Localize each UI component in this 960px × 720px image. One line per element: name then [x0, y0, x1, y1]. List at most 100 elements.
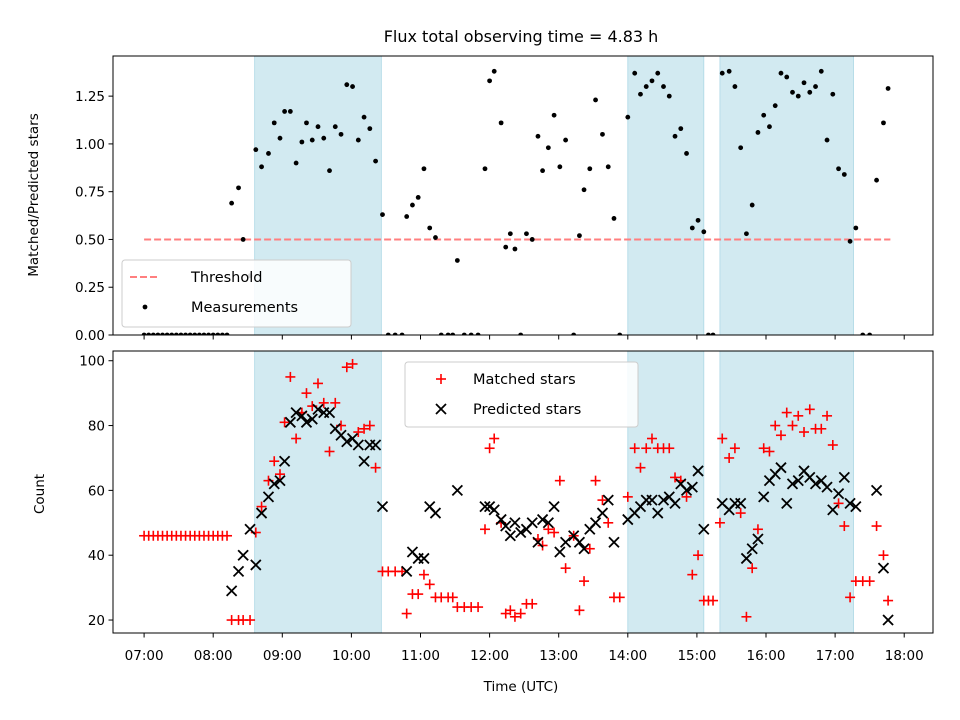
x-marker-b [526, 517, 538, 529]
x-marker-b [573, 536, 586, 548]
plot-area [139, 358, 894, 626]
measurement-point [299, 139, 305, 145]
predicted-stars-point [358, 455, 370, 467]
measurement-point [344, 82, 350, 88]
measurement-point [338, 131, 344, 137]
predicted-stars-point [300, 416, 313, 428]
x-marker-b [758, 491, 770, 503]
x-marker-b [504, 530, 516, 542]
x-marker-b [435, 403, 447, 415]
matched-stars-point [747, 563, 758, 574]
matched-stars-point [804, 404, 815, 415]
x-marker-b [578, 543, 590, 555]
x-marker-b [827, 504, 839, 516]
matched-stars-point [590, 475, 601, 486]
measurement-point [557, 164, 563, 170]
x-marker-b [376, 500, 389, 513]
measurement-point [361, 114, 367, 120]
measurement-point [551, 112, 557, 118]
predicted-stars-point [657, 494, 670, 506]
x-marker-b [268, 478, 280, 490]
x-marker-b [832, 487, 845, 500]
matched-stars-point [597, 495, 608, 506]
measurement-point [867, 332, 873, 335]
measurement-point [392, 332, 398, 335]
measurement-point [638, 91, 643, 97]
predicted-stars-point [401, 565, 413, 578]
predicted-stars-point [775, 462, 787, 474]
predicted-stars-point [882, 614, 894, 626]
y-tick-label: 1.00 [75, 137, 105, 153]
matched-stars-point [401, 608, 412, 619]
matched-stars-point [554, 475, 565, 486]
x-tick-label: 18:00 [885, 648, 924, 664]
y-axis-label-ratio: Matched/Predicted stars [26, 113, 42, 276]
predicted-stars-point [369, 439, 382, 451]
x-marker-b [323, 406, 336, 419]
matched-stars-point [479, 524, 490, 535]
measurement-point [885, 86, 891, 91]
matched-stars-point [560, 563, 571, 574]
ratio-panel: Flux total observing time = 4.83 h Match… [26, 27, 934, 344]
predicted-stars-point [274, 475, 286, 487]
measurement-point [587, 166, 593, 172]
measurement-point [830, 91, 836, 97]
matched-stars-point [413, 589, 424, 600]
x-marker-b [850, 500, 862, 513]
measurement-point [643, 84, 649, 89]
x-marker-b [870, 484, 883, 497]
measurement-point [160, 332, 165, 335]
x-marker-b [296, 410, 308, 422]
measurement-point [853, 225, 859, 231]
measurement-point [183, 332, 188, 335]
predicted-stars-point [278, 455, 291, 467]
predicted-stars-point [573, 536, 586, 548]
legend-label: Measurements [191, 300, 298, 316]
x-marker-b [306, 413, 318, 425]
x-tick-label: 08:00 [194, 648, 233, 664]
matched-stars-point [603, 517, 614, 528]
matched-stars-point [614, 592, 625, 603]
predicted-stars-point [838, 471, 850, 484]
matched-stars-point [279, 417, 290, 428]
measurement-point [293, 160, 299, 166]
predicted-stars-point [877, 562, 890, 574]
x-marker-b [232, 565, 245, 578]
predicted-stars-point [290, 406, 302, 419]
x-marker-b [312, 403, 324, 415]
measurement-point [277, 135, 283, 141]
matched-stars-point [708, 595, 719, 606]
x-marker-b [680, 484, 693, 497]
y-tick-label: 1.25 [75, 89, 105, 105]
measurement-point [201, 332, 207, 335]
measurement-point [678, 126, 684, 132]
measurement-point [661, 84, 666, 89]
matched-stars-point [584, 543, 595, 554]
axes-frame [112, 55, 934, 336]
measurement-point [577, 233, 582, 239]
measurement-point [732, 84, 738, 89]
y-tick-label: 40 [88, 548, 105, 564]
predicted-stars-point [850, 500, 862, 513]
measurement-point [801, 80, 807, 86]
measurement-point [778, 70, 784, 76]
measurement-point [155, 332, 161, 335]
x-marker-b [608, 536, 620, 548]
measurement-point [327, 168, 332, 174]
x-tick-label: 13:00 [539, 648, 578, 664]
measurement-point [581, 187, 587, 193]
matched-stars-point [839, 521, 850, 532]
measurement-point [373, 158, 378, 164]
legend-box [404, 361, 639, 428]
matched-stars-point [764, 446, 775, 457]
measurement-point [529, 237, 535, 242]
predicted-stars-point [740, 552, 753, 565]
x-marker-b [495, 513, 507, 526]
predicted-stars-point [559, 536, 572, 548]
predicted-stars-point [652, 507, 664, 519]
predicted-stars-point [608, 536, 620, 548]
matched-stars-point [397, 566, 408, 577]
x-marker-b [418, 552, 430, 565]
x-marker-b [346, 432, 359, 445]
matched-stars-point [473, 602, 484, 613]
